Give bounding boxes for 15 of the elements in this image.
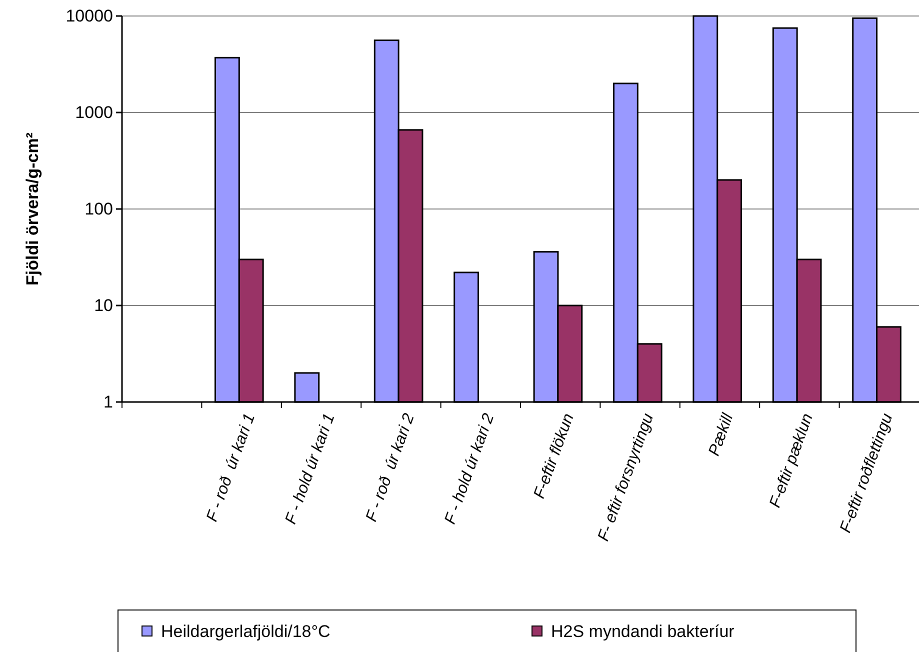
y-tick-label: 1 [104,392,113,412]
x-tick-label: F - hold úr kari 1 [282,411,338,526]
y-tick-label: 100 [84,199,113,218]
x-tick-label: F - hold úr kari 2 [442,411,498,526]
x-tick-label: F - roð úr kari 2 [363,411,418,524]
y-tick-label: 10000 [66,6,113,26]
legend-label: Heildargerlafjöldi/18°C [161,622,330,641]
x-tick-label: F-eftir flökun [530,411,578,501]
x-tick-label: F - roð úr kari 1 [204,411,259,524]
y-tick-label: 10 [94,296,113,315]
x-tick-label: Pækill [706,411,737,458]
y-tick-label: 1000 [75,102,113,122]
legend-label: H2S myndandi bakteríur [551,622,735,641]
y-axis-title: Fjöldi örvera/g-cm² [23,132,42,286]
x-tick-label: F-eftir pæklun [766,411,817,510]
